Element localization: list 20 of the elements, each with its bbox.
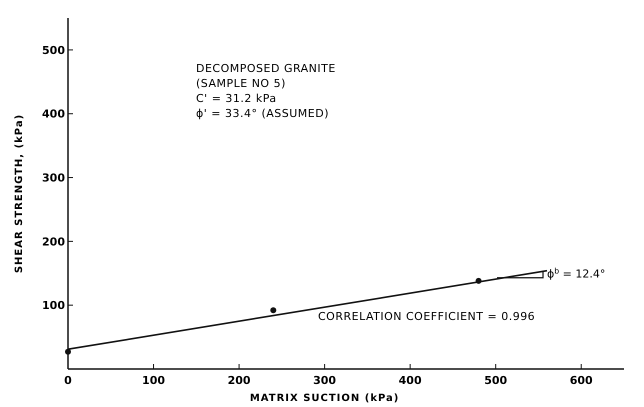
y-tick-label: 100 <box>42 299 66 312</box>
x-tick-label: 400 <box>398 374 422 387</box>
y-axis-title: SHEAR STRENGTH, (kPa) <box>14 114 25 274</box>
annotation: DECOMPOSED GRANITE <box>196 62 336 75</box>
x-tick-label: 0 <box>64 374 72 387</box>
annotation: CORRELATION COEFFICIENT = 0.996 <box>318 310 536 323</box>
y-tick-label: 300 <box>42 172 66 185</box>
y-tick-label: 200 <box>42 235 66 248</box>
x-axis-title: MATRIX SUCTION (kPa) <box>250 393 400 404</box>
x-tick-label: 500 <box>484 374 508 387</box>
annotation: (SAMPLE NO 5) <box>196 77 286 90</box>
x-tick-label: 300 <box>313 374 336 387</box>
x-tick-label: 100 <box>142 374 166 387</box>
annotation: C' = 31.2 kPa <box>196 92 277 105</box>
annotation: ϕ$^{b}$ = 12.4° <box>547 266 606 281</box>
y-tick-label: 400 <box>42 108 66 121</box>
x-tick-label: 200 <box>228 374 251 387</box>
x-tick-label: 600 <box>570 374 594 387</box>
annotation: ϕ' = 33.4° (ASSUMED) <box>196 107 330 120</box>
y-tick-label: 500 <box>42 44 66 57</box>
